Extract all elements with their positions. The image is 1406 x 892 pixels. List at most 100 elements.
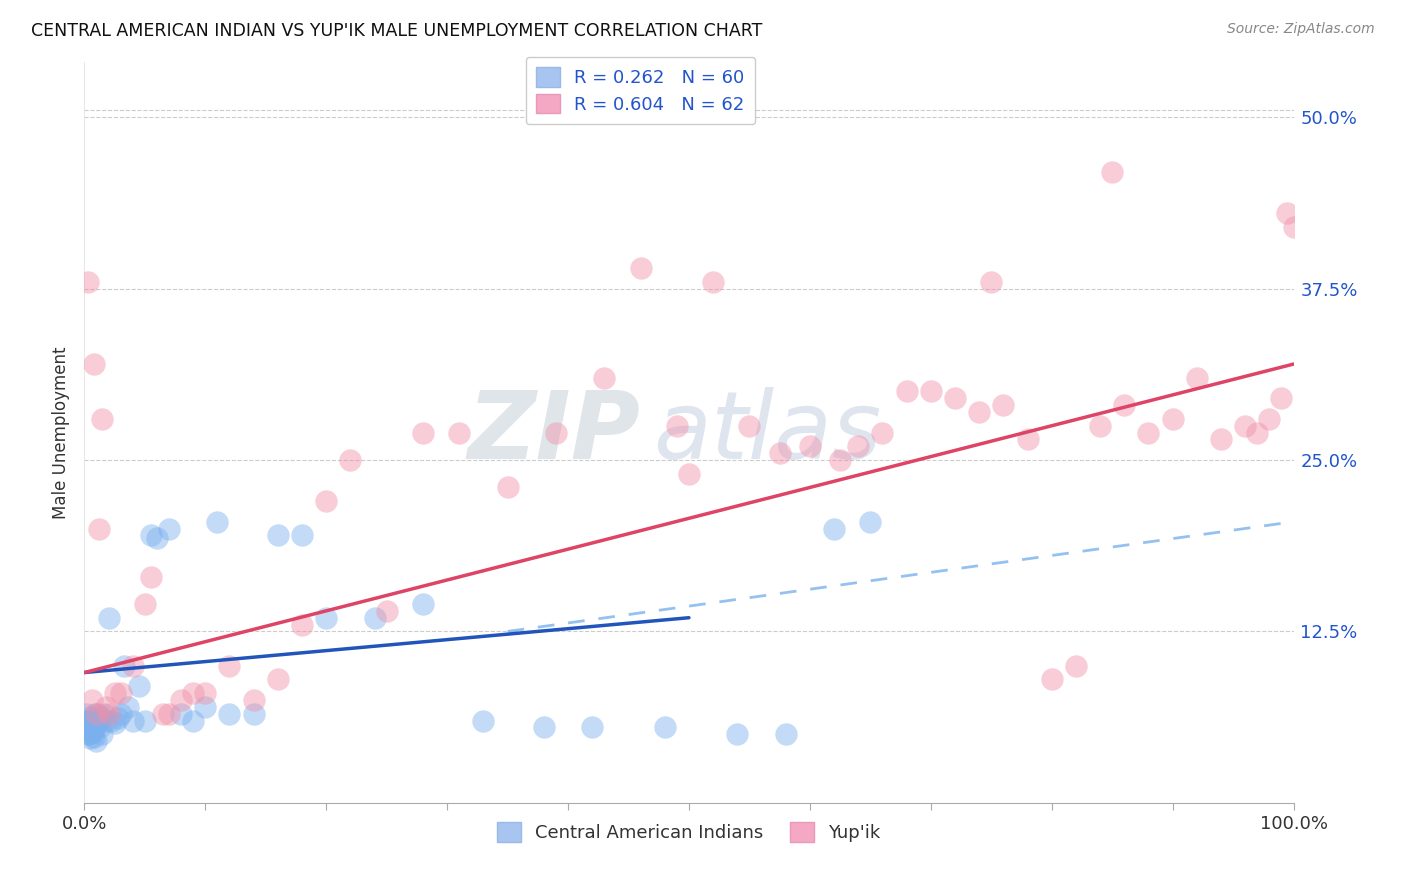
- Point: [472, 714, 495, 728]
- Point: [242, 706, 264, 721]
- Point: [91, 412, 114, 426]
- Point: [533, 720, 555, 734]
- Point: [738, 418, 761, 433]
- Point: [110, 706, 132, 721]
- Point: [157, 522, 180, 536]
- Point: [823, 522, 845, 536]
- Point: [82, 724, 104, 739]
- Point: [77, 275, 100, 289]
- Point: [77, 720, 100, 734]
- Point: [496, 480, 519, 494]
- Point: [581, 720, 603, 734]
- Point: [830, 453, 852, 467]
- Point: [654, 720, 676, 734]
- Point: [194, 699, 217, 714]
- Point: [157, 706, 180, 721]
- Point: [665, 418, 688, 433]
- Point: [872, 425, 894, 440]
- Point: [79, 731, 101, 746]
- Point: [544, 425, 567, 440]
- Point: [80, 693, 103, 707]
- Legend: Central American Indians, Yup'ik: Central American Indians, Yup'ik: [491, 815, 887, 849]
- Point: [121, 658, 143, 673]
- Point: [94, 699, 117, 714]
- Point: [97, 706, 120, 721]
- Point: [1088, 418, 1111, 433]
- Point: [267, 528, 290, 542]
- Point: [79, 716, 101, 731]
- Point: [76, 720, 98, 734]
- Point: [86, 716, 108, 731]
- Point: [107, 711, 129, 725]
- Point: [702, 275, 724, 289]
- Point: [1270, 392, 1292, 406]
- Point: [1101, 165, 1123, 179]
- Point: [846, 439, 869, 453]
- Point: [152, 706, 174, 721]
- Point: [139, 528, 162, 542]
- Point: [83, 357, 105, 371]
- Point: [80, 720, 103, 734]
- Point: [725, 727, 748, 741]
- Point: [89, 720, 111, 734]
- Point: [775, 727, 797, 741]
- Text: Source: ZipAtlas.com: Source: ZipAtlas.com: [1227, 22, 1375, 37]
- Point: [291, 617, 314, 632]
- Point: [315, 610, 337, 624]
- Point: [181, 686, 204, 700]
- Point: [1017, 433, 1039, 447]
- Point: [91, 727, 114, 741]
- Point: [1234, 418, 1257, 433]
- Point: [90, 711, 112, 725]
- Point: [267, 673, 290, 687]
- Point: [412, 597, 434, 611]
- Point: [104, 686, 127, 700]
- Point: [1137, 425, 1160, 440]
- Point: [678, 467, 700, 481]
- Point: [980, 275, 1002, 289]
- Point: [242, 693, 264, 707]
- Point: [79, 724, 101, 739]
- Point: [82, 716, 104, 731]
- Point: [75, 706, 97, 721]
- Point: [84, 720, 107, 734]
- Point: [83, 730, 105, 744]
- Point: [412, 425, 434, 440]
- Point: [170, 693, 193, 707]
- Point: [94, 714, 117, 728]
- Y-axis label: Male Unemployment: Male Unemployment: [52, 346, 70, 519]
- Point: [76, 714, 98, 728]
- Point: [1161, 412, 1184, 426]
- Point: [104, 716, 127, 731]
- Point: [375, 604, 398, 618]
- Point: [920, 384, 942, 399]
- Point: [1185, 371, 1208, 385]
- Point: [100, 714, 122, 728]
- Point: [181, 714, 204, 728]
- Point: [1258, 412, 1281, 426]
- Point: [80, 714, 103, 728]
- Point: [83, 711, 105, 725]
- Point: [93, 706, 115, 721]
- Point: [87, 522, 110, 536]
- Point: [112, 658, 135, 673]
- Point: [121, 714, 143, 728]
- Point: [1246, 425, 1268, 440]
- Point: [86, 706, 108, 721]
- Point: [134, 597, 156, 611]
- Point: [77, 727, 100, 741]
- Point: [943, 392, 966, 406]
- Point: [1282, 219, 1305, 234]
- Point: [993, 398, 1015, 412]
- Point: [593, 371, 616, 385]
- Text: CENTRAL AMERICAN INDIAN VS YUP'IK MALE UNEMPLOYMENT CORRELATION CHART: CENTRAL AMERICAN INDIAN VS YUP'IK MALE U…: [31, 22, 762, 40]
- Point: [339, 453, 361, 467]
- Point: [134, 714, 156, 728]
- Point: [449, 425, 471, 440]
- Point: [139, 569, 162, 583]
- Point: [77, 727, 100, 741]
- Point: [1209, 433, 1232, 447]
- Text: ZIP: ZIP: [468, 386, 641, 479]
- Point: [146, 531, 169, 545]
- Point: [170, 706, 193, 721]
